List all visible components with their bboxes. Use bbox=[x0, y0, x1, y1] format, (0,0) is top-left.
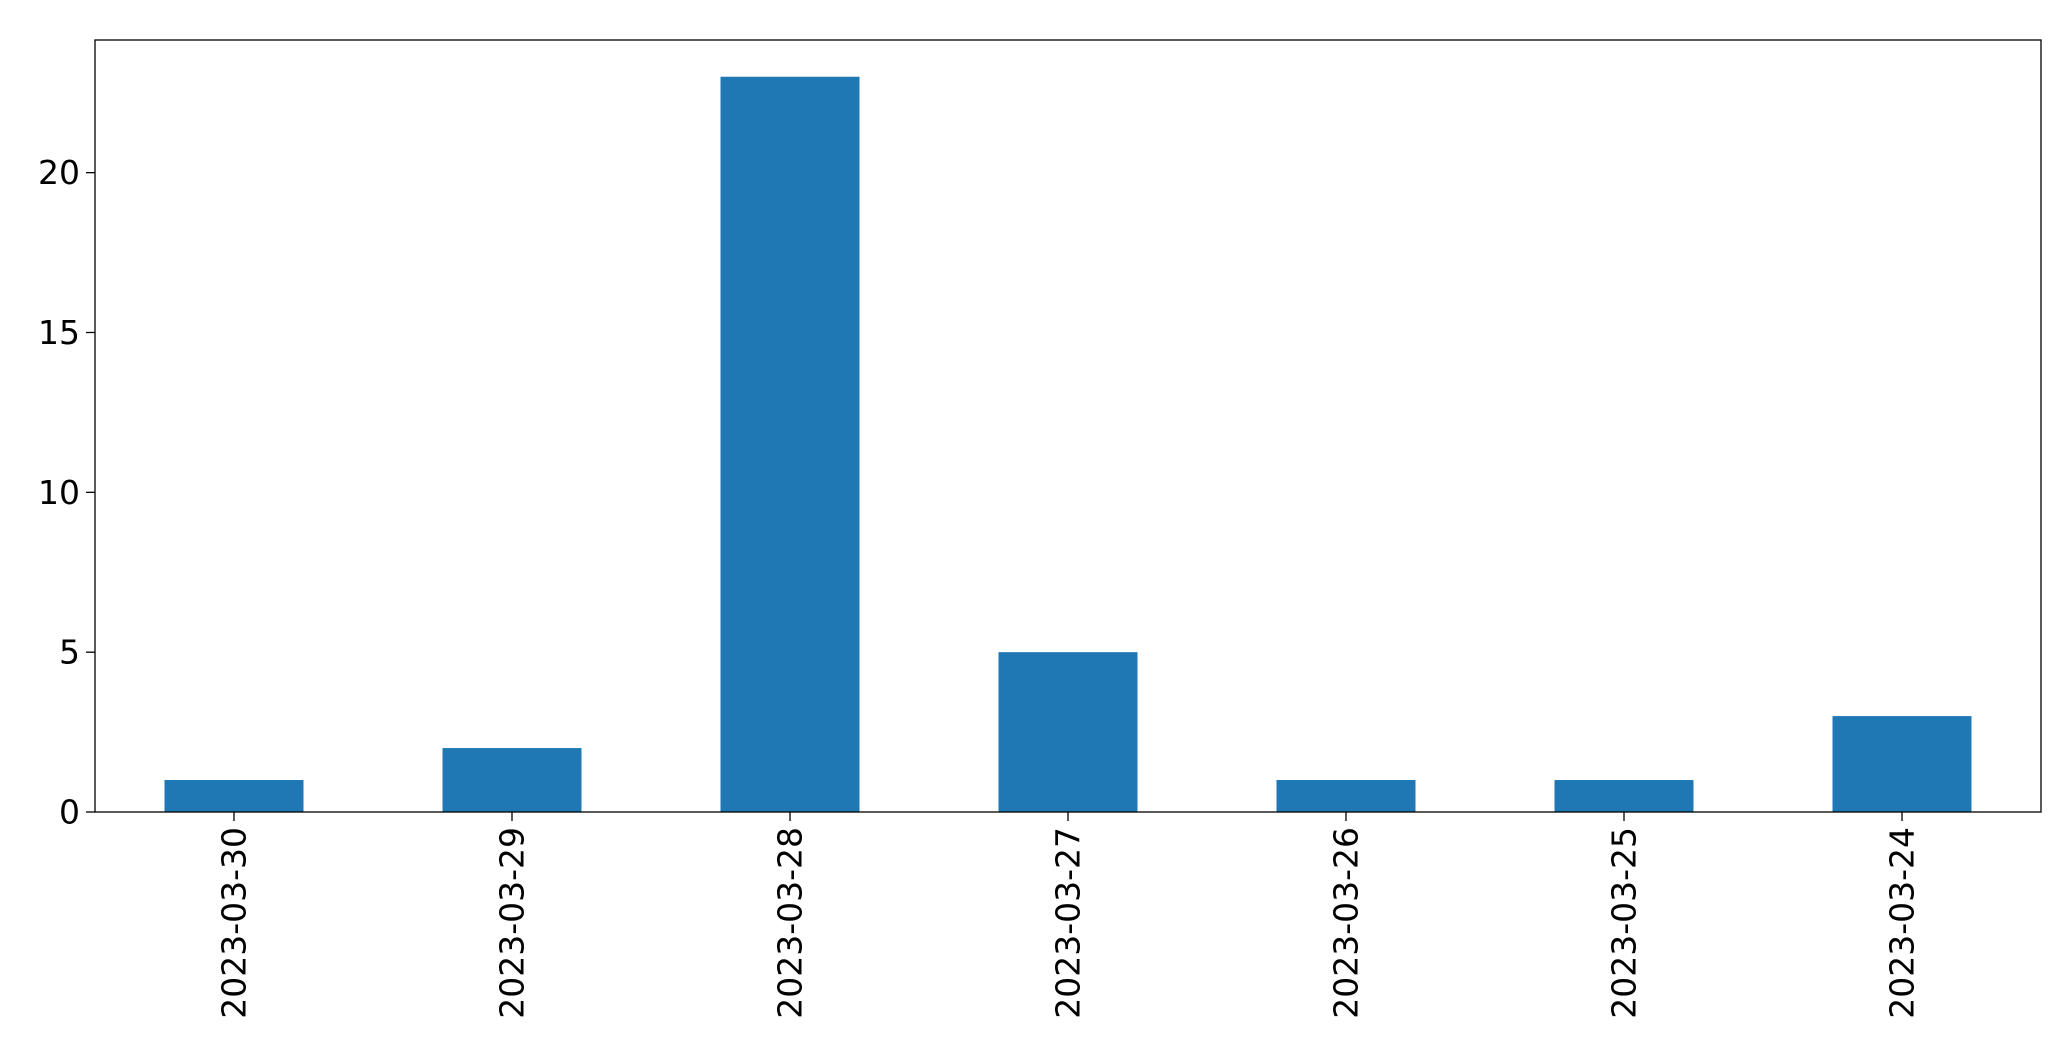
plot-frame bbox=[94, 39, 2042, 813]
x-axis: 2023-03-30 2023-03-29 2023-03-28 2023-03-27… bbox=[215, 812, 1922, 1019]
y-tick-label: 0 bbox=[59, 793, 80, 832]
y-tick-label: 10 bbox=[38, 473, 80, 512]
y-tick-label: 15 bbox=[38, 313, 80, 352]
bar-2023-03-27 bbox=[998, 652, 1138, 812]
bar-2023-03-24 bbox=[1832, 716, 1972, 812]
x-tick-label: 2023-03-29 bbox=[493, 827, 532, 1019]
bar-2023-03-30 bbox=[164, 780, 304, 812]
bar-2023-03-25 bbox=[1554, 780, 1694, 812]
x-tick-label: 2023-03-25 bbox=[1605, 827, 1644, 1019]
bar-2023-03-26 bbox=[1276, 780, 1416, 812]
y-tick-label: 5 bbox=[59, 633, 80, 672]
bar-2023-03-28 bbox=[720, 76, 860, 812]
y-axis: 0 5 10 15 20 bbox=[38, 153, 95, 832]
x-tick-label: 2023-03-27 bbox=[1049, 827, 1088, 1019]
bar-2023-03-29 bbox=[442, 748, 582, 812]
x-tick-label: 2023-03-28 bbox=[771, 827, 810, 1019]
x-tick-label: 2023-03-24 bbox=[1883, 827, 1922, 1019]
x-tick-label: 2023-03-26 bbox=[1327, 827, 1366, 1019]
y-tick-label: 20 bbox=[38, 153, 80, 192]
bars-group bbox=[164, 76, 1972, 812]
x-tick-label: 2023-03-30 bbox=[215, 827, 254, 1019]
